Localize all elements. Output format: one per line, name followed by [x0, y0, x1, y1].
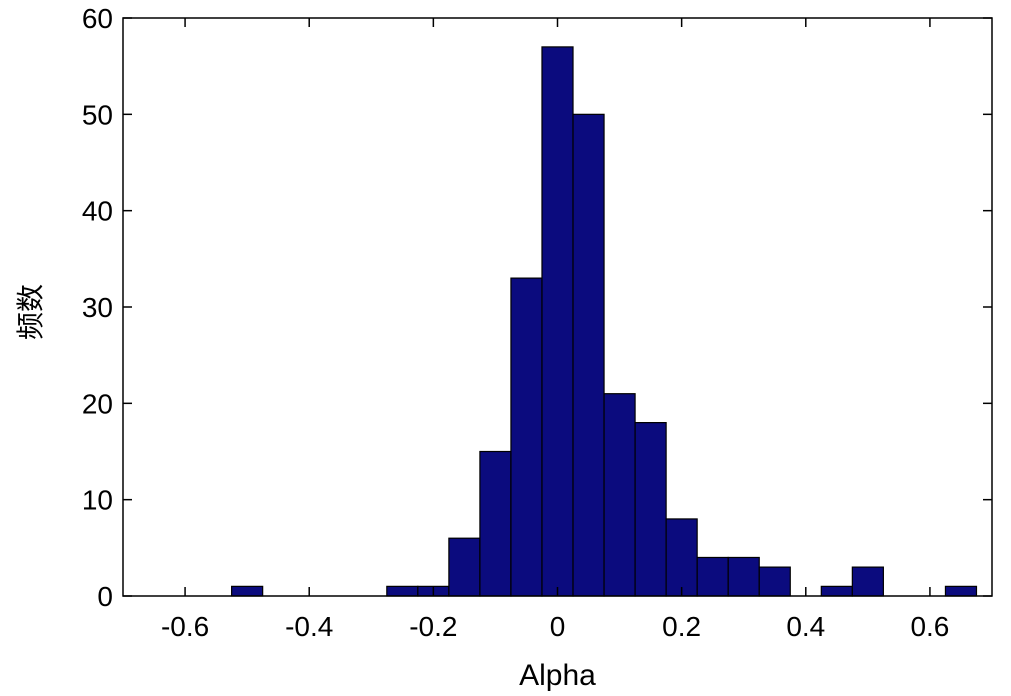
- histogram-bar: [727, 556, 760, 597]
- y-tick-label: 50: [82, 99, 113, 130]
- x-tick-label: -0.6: [161, 611, 209, 642]
- histogram-bar: [572, 113, 605, 597]
- y-tick-label: 20: [82, 388, 113, 419]
- histogram-bar: [758, 566, 791, 597]
- histogram-bar: [696, 556, 729, 597]
- histogram-bar: [634, 422, 667, 597]
- x-axis-label: Alpha: [519, 659, 596, 692]
- x-tick-label: 0.4: [786, 611, 825, 642]
- histogram-bar: [386, 585, 419, 597]
- ticks-group: -0.6 -0.4 -0.2 0 0.2 0.4 0.6 0 10 20 30 40 50 60: [82, 3, 992, 642]
- histogram-bar: [479, 450, 512, 597]
- y-tick-label: 60: [82, 3, 113, 34]
- bars-group: [231, 46, 978, 597]
- y-tick-label: 30: [82, 292, 113, 323]
- histogram-bar: [541, 46, 574, 597]
- histogram-bar: [944, 585, 978, 597]
- histogram-bar: [665, 518, 698, 597]
- histogram-bar: [851, 566, 884, 597]
- histogram-bar: [510, 277, 543, 597]
- histogram-bar: [820, 585, 853, 597]
- y-axis-label: 频数: [14, 284, 47, 340]
- x-tick-label: -0.4: [285, 611, 333, 642]
- histogram-bar: [231, 585, 264, 597]
- histogram-bar: [448, 537, 481, 597]
- x-tick-label: 0.2: [662, 611, 701, 642]
- x-tick-label: 0: [550, 611, 566, 642]
- x-tick-label: 0.6: [910, 611, 949, 642]
- histogram-bar: [603, 393, 636, 597]
- y-tick-label: 0: [97, 581, 113, 612]
- y-tick-label: 10: [82, 485, 113, 516]
- x-tick-label: -0.2: [409, 611, 457, 642]
- y-tick-label: 40: [82, 196, 113, 227]
